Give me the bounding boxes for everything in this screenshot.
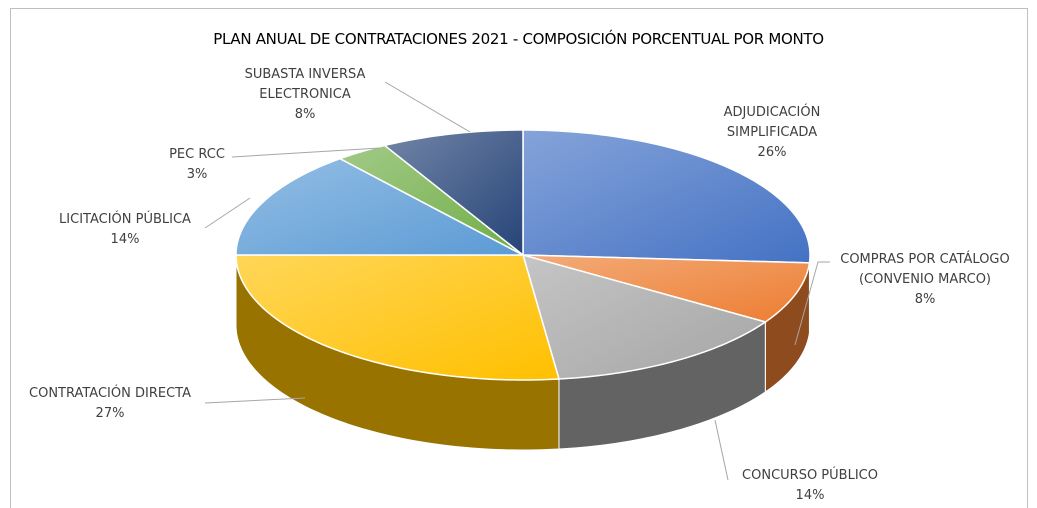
data-label: PEC RCC 3% xyxy=(147,145,247,185)
data-label: LICITACIÓN PÚBLICA 14% xyxy=(35,210,215,250)
label-category: LICITACIÓN PÚBLICA xyxy=(59,212,191,227)
data-label: CONCURSO PÚBLICO 14% xyxy=(720,466,900,506)
data-label: ADJUDICACIÓN SIMPLIFICADA 26% xyxy=(702,103,842,163)
leader-line xyxy=(204,197,251,229)
leader-line xyxy=(231,147,381,158)
data-label: CONTRATACIÓN DIRECTA 27% xyxy=(10,384,210,424)
slice xyxy=(521,253,768,380)
label-category: ADJUDICACIÓN SIMPLIFICADA xyxy=(723,105,821,140)
label-value: 27% xyxy=(95,406,125,421)
label-value: 8% xyxy=(294,107,316,122)
leader-line xyxy=(714,419,729,481)
label-value: 8% xyxy=(914,292,936,307)
slice xyxy=(235,254,560,381)
leader-line xyxy=(204,397,306,404)
slice xyxy=(338,144,524,256)
data-label: COMPRAS POR CATÁLOGO (CONVENIO MARCO) 8% xyxy=(835,250,1015,310)
leader-line xyxy=(384,81,471,133)
data-label: SUBASTA INVERSA ELECTRONICA 8% xyxy=(225,65,385,125)
slice xyxy=(235,157,524,256)
label-category: SUBASTA INVERSA ELECTRONICA xyxy=(244,67,366,102)
label-category: PEC RCC xyxy=(169,147,225,162)
label-value: 3% xyxy=(186,167,208,182)
leader-line xyxy=(794,261,830,346)
label-category: CONCURSO PÚBLICO xyxy=(742,468,878,483)
chart-title: PLAN ANUAL DE CONTRATACIONES 2021 - COMP… xyxy=(213,30,824,48)
label-category: CONTRATACIÓN DIRECTA xyxy=(29,386,191,401)
chart-frame xyxy=(10,8,1028,508)
slice xyxy=(522,129,811,264)
label-value: 14% xyxy=(795,488,825,503)
label-value: 14% xyxy=(110,232,140,247)
label-category: COMPRAS POR CATÁLOGO (CONVENIO MARCO) xyxy=(840,252,1010,287)
slice xyxy=(522,254,811,323)
label-value: 26% xyxy=(757,145,787,160)
slice xyxy=(383,129,524,257)
